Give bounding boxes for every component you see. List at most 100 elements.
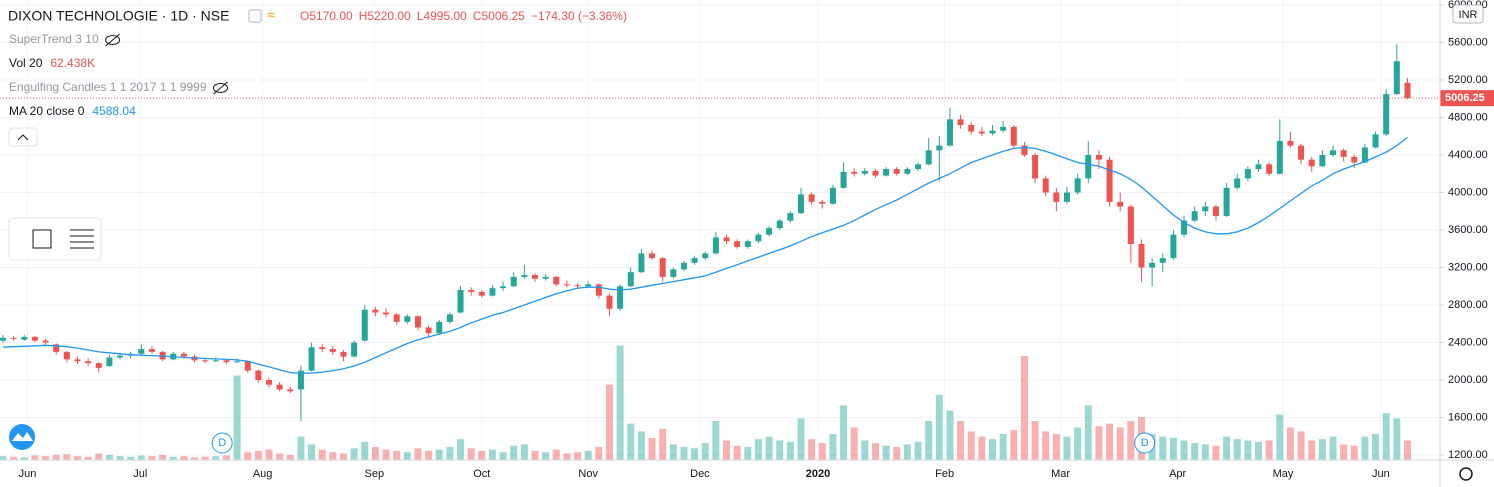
candle-body xyxy=(276,384,283,390)
candle-body xyxy=(1223,187,1230,216)
change: −174.30 (−3.36%) xyxy=(531,9,627,23)
volume-bar xyxy=(627,423,635,460)
volume-bar xyxy=(180,456,188,460)
candle-body xyxy=(585,284,592,287)
volume-bar xyxy=(903,444,911,460)
candle-body xyxy=(617,286,624,309)
volume-bar xyxy=(1010,430,1018,460)
volume-bar xyxy=(0,456,7,460)
hidden-icon[interactable] xyxy=(213,83,228,93)
candle-body xyxy=(1138,244,1145,268)
volume-bar xyxy=(169,456,177,460)
indicator-name[interactable]: Vol 20 xyxy=(9,56,43,70)
indicator-value: 4588.04 xyxy=(92,104,136,118)
volume-bar xyxy=(371,447,379,460)
candle-body xyxy=(574,285,581,287)
volume-bar xyxy=(350,448,358,460)
candle-body xyxy=(872,170,879,176)
candle-body xyxy=(851,171,858,174)
candle-body xyxy=(1276,140,1283,174)
volume-bar xyxy=(935,395,943,460)
collapse-button[interactable] xyxy=(8,127,38,147)
volume-bar xyxy=(84,456,92,460)
candle-body xyxy=(372,309,379,313)
volume-bar xyxy=(233,375,241,460)
volume-bar xyxy=(201,456,209,460)
candle-body xyxy=(946,119,953,146)
currency-badge[interactable] xyxy=(1452,4,1484,24)
volume-bar xyxy=(914,441,922,460)
volume-bar xyxy=(850,427,858,460)
candle-body xyxy=(734,241,741,247)
last-price-tag xyxy=(1440,90,1494,107)
x-tick-label: Apr xyxy=(1169,468,1186,480)
candle-body xyxy=(723,237,730,242)
candle-body xyxy=(425,327,432,334)
candle-body xyxy=(0,337,6,341)
candle-body xyxy=(1117,201,1124,207)
candle-body xyxy=(297,370,304,390)
volume-bar xyxy=(31,455,39,460)
indicator-name[interactable]: SuperTrend 3 10 xyxy=(9,32,99,46)
candle-body xyxy=(510,276,517,287)
volume-bar xyxy=(510,445,518,460)
candle-body xyxy=(53,344,60,352)
candle-body xyxy=(1404,82,1411,99)
ohlc-value: C5006.25 xyxy=(473,9,525,23)
volume-bar xyxy=(414,448,422,460)
volume-bar xyxy=(127,456,135,460)
volume-bar xyxy=(1223,436,1231,460)
candle-body xyxy=(361,309,368,341)
candle-body xyxy=(457,290,464,313)
candle-body xyxy=(212,360,219,362)
candle-body xyxy=(915,164,922,170)
candle-body xyxy=(329,349,336,352)
candle-body xyxy=(1021,145,1028,155)
candle-body xyxy=(680,262,687,270)
menu-tool[interactable] xyxy=(70,229,94,249)
candle-body xyxy=(904,169,911,174)
candle-body xyxy=(1298,145,1305,160)
volume-bar xyxy=(1393,418,1401,460)
event-marker[interactable] xyxy=(211,432,233,454)
indicator-name[interactable]: MA 20 close 0 xyxy=(9,104,85,118)
volume-bar xyxy=(254,450,262,460)
compare-icon[interactable]: ≈ xyxy=(267,7,275,23)
candle-body xyxy=(1191,211,1198,221)
volume-bar xyxy=(276,453,284,460)
event-marker[interactable] xyxy=(1134,432,1156,454)
hidden-icon[interactable] xyxy=(105,35,121,45)
volume-bar xyxy=(42,456,50,460)
y-tick-label: 4800.00 xyxy=(1448,111,1488,123)
volume-bar xyxy=(989,439,997,460)
volume-bar xyxy=(297,436,305,460)
flag-icon[interactable] xyxy=(248,9,262,23)
candle-body xyxy=(1308,159,1315,167)
candle-body xyxy=(840,171,847,188)
x-tick-label: Dec xyxy=(690,468,710,480)
candle-body xyxy=(74,359,81,362)
volume-bar xyxy=(286,454,294,460)
volume-bar xyxy=(552,449,560,460)
candle-body xyxy=(1106,159,1113,202)
candle-body xyxy=(1372,134,1379,148)
candle-body xyxy=(1010,126,1017,146)
volume-bar xyxy=(435,449,443,460)
volume-bar xyxy=(648,437,656,460)
candle-body xyxy=(755,234,762,242)
candle-body xyxy=(606,295,613,309)
candle-body xyxy=(925,150,932,165)
rect-tool[interactable] xyxy=(32,229,52,249)
volume-bar xyxy=(499,452,507,460)
volume-bar xyxy=(1020,356,1028,460)
settings-icon[interactable] xyxy=(1459,467,1473,481)
volume-bar xyxy=(116,456,124,460)
volume-bar xyxy=(1095,426,1103,460)
volume-bar xyxy=(1318,439,1326,460)
volume-bar xyxy=(616,345,624,460)
x-tick-label: Oct xyxy=(473,468,490,480)
drawing-toolbar xyxy=(8,217,102,261)
indicator-name[interactable]: Engulfing Candles 1 1 2017 1 1 9999 xyxy=(9,80,207,94)
candle-body xyxy=(829,187,836,204)
candle-body xyxy=(627,272,634,287)
